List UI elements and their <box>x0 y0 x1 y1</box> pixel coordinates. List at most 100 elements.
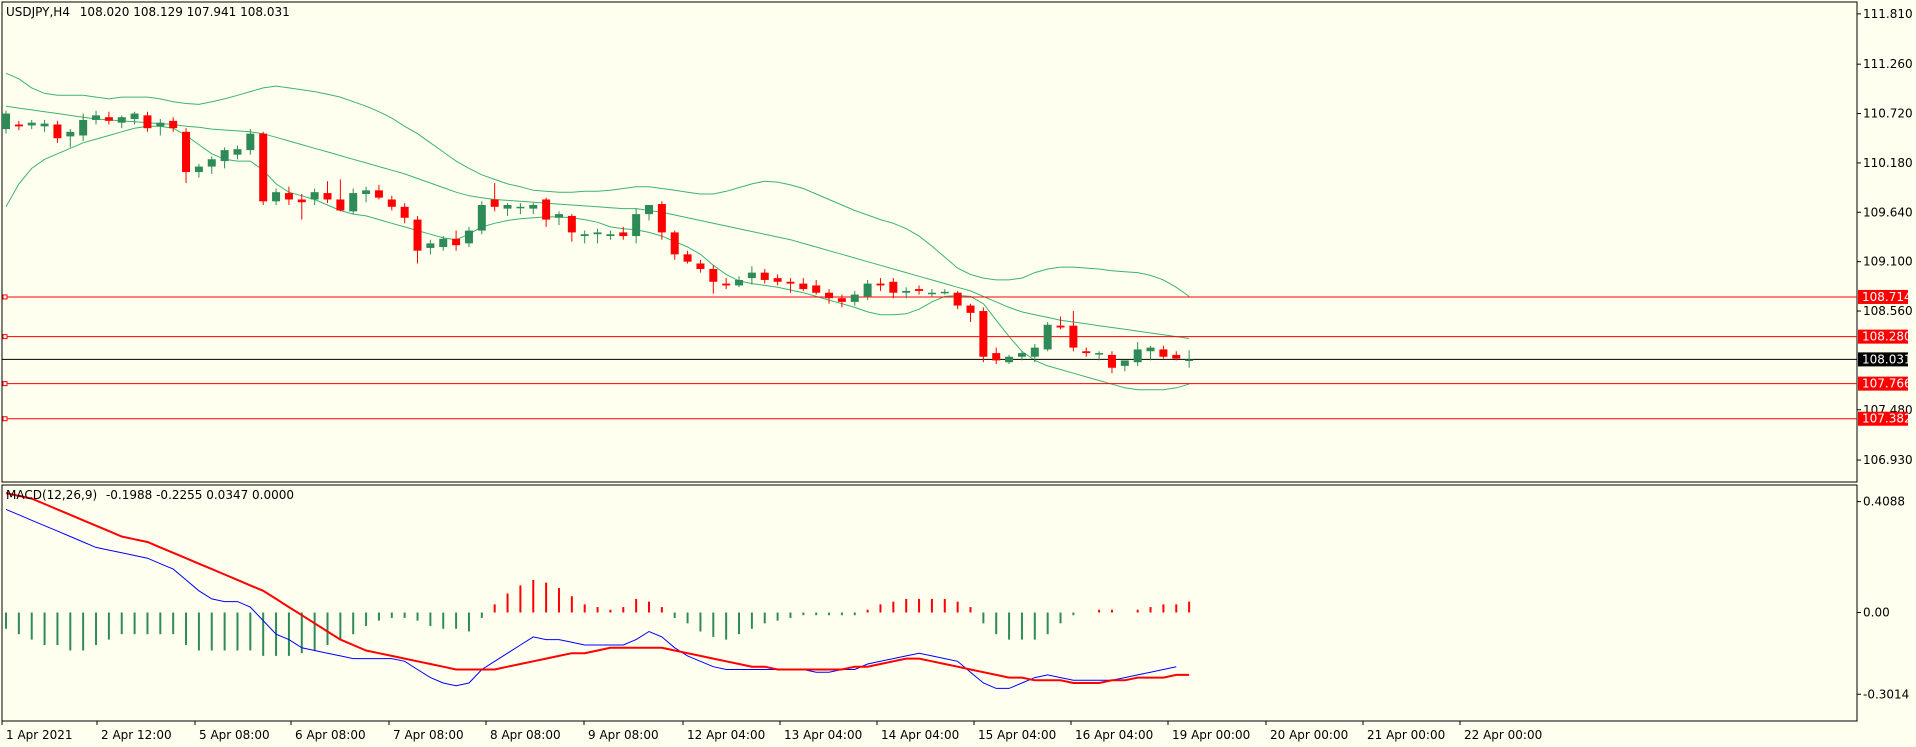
candle-body <box>812 285 821 293</box>
candle <box>374 184 383 200</box>
candle <box>1185 350 1194 368</box>
level-handle[interactable] <box>2 334 8 340</box>
candle-body <box>554 214 563 218</box>
candle-body <box>606 234 615 237</box>
time-tick-label: 6 Apr 08:00 <box>295 728 366 742</box>
candle-body <box>915 289 924 291</box>
level-tag <box>1858 376 1908 391</box>
candle-body <box>464 230 473 244</box>
candle <box>902 287 911 299</box>
candle-body <box>966 305 975 313</box>
candle-body <box>143 115 152 129</box>
candle-body <box>233 149 242 155</box>
candle-body <box>79 119 88 136</box>
candle-body <box>182 131 191 173</box>
candle <box>1172 351 1181 361</box>
candle-body <box>837 298 846 302</box>
candle-body <box>272 192 281 202</box>
time-tick-label: 22 Apr 00:00 <box>1464 728 1542 742</box>
candle <box>194 163 203 178</box>
candle-body <box>104 117 113 121</box>
horizontal-levels[interactable] <box>2 294 1857 422</box>
candle <box>169 117 178 132</box>
candle <box>606 230 615 240</box>
candle-body <box>645 204 653 215</box>
candle <box>40 119 49 132</box>
candle-body <box>246 133 255 151</box>
bollinger-lower-line <box>5 125 1190 391</box>
candle <box>645 204 653 221</box>
candle <box>1030 343 1039 363</box>
candle-body <box>992 353 1001 361</box>
macd-tick-label: 0.00 <box>1863 605 1890 619</box>
macd-tick-label: -0.3014 <box>1863 687 1909 701</box>
candle <box>1120 360 1129 372</box>
candle <box>182 128 191 184</box>
candle-body <box>632 214 641 237</box>
candle-body <box>310 192 319 200</box>
candle-body <box>169 120 178 129</box>
candle <box>477 201 486 235</box>
candle-body <box>825 292 834 299</box>
level-handle[interactable] <box>2 294 8 300</box>
candle <box>760 268 769 284</box>
time-tick-label: 8 Apr 08:00 <box>490 728 561 742</box>
candle-body <box>130 113 139 120</box>
candle-body <box>1030 347 1039 357</box>
price-tick-label: 110.720 <box>1863 107 1913 121</box>
candle <box>1043 322 1052 352</box>
level-handle[interactable] <box>2 416 8 422</box>
candle-body <box>374 190 383 198</box>
candle-body <box>1159 349 1168 357</box>
candles <box>2 110 1194 374</box>
candle <box>927 289 936 297</box>
current-price-label: 108.031 <box>1862 352 1912 366</box>
candle-body <box>14 124 23 127</box>
candle <box>670 230 679 260</box>
candle <box>452 230 461 251</box>
candle <box>323 181 332 204</box>
price-tick-label: 109.100 <box>1863 255 1913 269</box>
candle-body <box>284 193 293 200</box>
candle <box>362 186 371 203</box>
candle <box>400 203 409 224</box>
candle-body <box>850 294 859 302</box>
level-tag <box>1858 411 1908 426</box>
candle <box>915 285 924 295</box>
candle <box>130 111 139 125</box>
candle <box>567 214 576 242</box>
candle-body <box>1133 349 1142 363</box>
candle <box>799 278 808 291</box>
candle <box>310 188 319 205</box>
macd-tick-label: 0.4088 <box>1863 495 1905 509</box>
candle <box>117 115 126 129</box>
candle <box>593 228 602 244</box>
candle-body <box>503 204 512 209</box>
chart-header: USDJPY,H4 108.020 108.129 107.941 108.03… <box>6 5 290 19</box>
candle-body <box>490 199 499 207</box>
bollinger-upper-line <box>5 72 1190 297</box>
candle <box>554 211 563 226</box>
candle-body <box>760 272 769 280</box>
candle-body <box>747 272 756 279</box>
time-tick-label: 19 Apr 00:00 <box>1172 728 1250 742</box>
level-handle[interactable] <box>2 381 8 387</box>
candle <box>464 226 473 248</box>
macd-values: -0.1988 -0.2255 0.0347 0.0000 <box>106 488 294 502</box>
candle <box>747 266 756 285</box>
candle-body <box>1069 325 1078 348</box>
candle-body <box>619 232 628 237</box>
price-axis: 111.810 111.260 110.720 110.180 109.640 109.1… <box>1857 7 1913 467</box>
time-axis: 1 Apr 2021 2 Apr 12:00 5 Apr 08:00 6 Apr 08… <box>1 721 1542 742</box>
candle <box>336 179 345 212</box>
candle-body <box>709 268 718 282</box>
candle <box>709 265 718 294</box>
candle <box>207 156 216 174</box>
signal-line <box>5 492 1190 684</box>
candle <box>14 120 23 130</box>
candle-body <box>323 193 332 200</box>
candle-body <box>259 133 268 202</box>
time-tick-label: 14 Apr 04:00 <box>881 728 959 742</box>
candle-body <box>529 204 538 209</box>
